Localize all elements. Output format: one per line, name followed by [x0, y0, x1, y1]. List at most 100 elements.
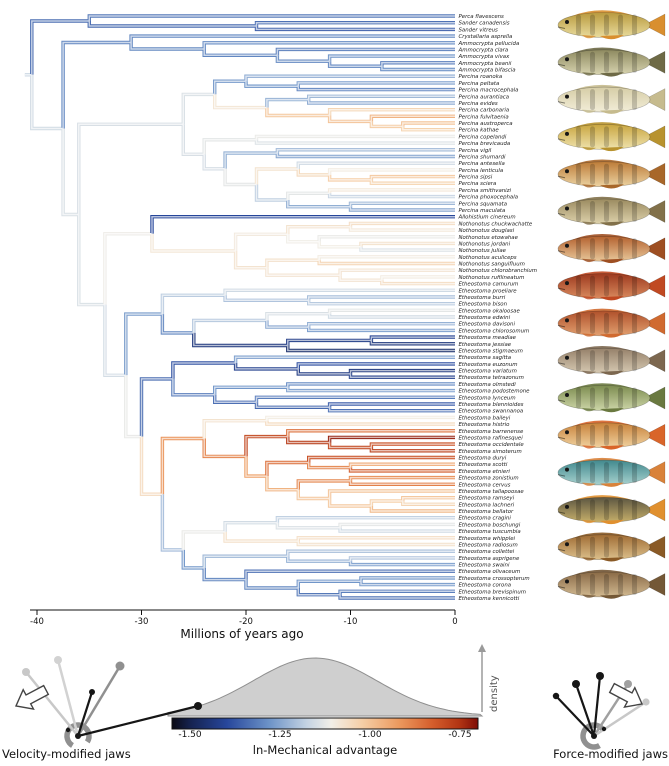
- fish-eye: [565, 131, 569, 136]
- species-label: Ammocrypta beanii: [458, 61, 512, 67]
- tree-branch: [202, 438, 246, 459]
- species-label: Nothonotus aculiceps: [459, 255, 517, 261]
- species-label: Percina shumardi: [459, 155, 507, 161]
- species-label: Etheostoma davisoni: [459, 322, 516, 328]
- species-label: Etheostoma variatum: [459, 369, 517, 375]
- species-label: Nothonotus etowahae: [459, 235, 519, 241]
- tree-branch: [244, 434, 288, 457]
- tree-branch: [254, 184, 288, 202]
- fish-photo: [557, 122, 666, 152]
- tree-branch: [275, 522, 341, 530]
- species-label: Percina fulvitaenia: [459, 114, 509, 120]
- tree-branch: [139, 377, 173, 437]
- time-axis: -40 -30 -20 -10 0: [30, 609, 458, 627]
- tree-branch: [77, 122, 184, 215]
- tree-branch: [213, 94, 267, 110]
- fish-eye: [565, 542, 569, 547]
- fish-eye: [565, 579, 569, 584]
- tree-branch: [233, 363, 299, 371]
- species-label: Percina aurantiaca: [459, 94, 510, 100]
- species-label: Percina antesella: [459, 161, 505, 167]
- fish-photo: [557, 47, 666, 77]
- species-label: Etheostoma meadiae: [459, 335, 517, 341]
- tree-branch: [129, 42, 205, 51]
- fish-photo: [557, 383, 666, 413]
- tree-branch: [160, 293, 226, 315]
- species-label: Sander canadensis: [459, 21, 510, 27]
- tree-branch: [369, 114, 455, 122]
- species-label: Etheostoma rafinesquei: [459, 435, 524, 441]
- species-label: Etheostoma edwini: [459, 315, 511, 321]
- species-label: Etheostoma swaini: [459, 563, 510, 569]
- tree-branch: [223, 151, 278, 169]
- tree-branch: [223, 521, 278, 532]
- species-label: Etheostoma etnieri: [459, 469, 511, 475]
- species-label: Etheostoma brevispinum: [459, 589, 527, 595]
- tree-branch: [124, 312, 163, 376]
- colorbar: [171, 717, 479, 730]
- tree-branch: [181, 92, 215, 125]
- fish-photo: [557, 532, 666, 562]
- time-tick-label: -30: [135, 617, 149, 627]
- species-label: Etheostoma tuscumbia: [459, 529, 521, 535]
- tree-branch: [296, 169, 330, 177]
- arrow-to-velocity-jaws: [14, 684, 50, 711]
- species-label: Percina macrocephala: [459, 88, 519, 94]
- tree-branch: [30, 74, 64, 131]
- fish-photo: [557, 457, 666, 487]
- tree-branch: [296, 579, 361, 588]
- fish-eye: [565, 355, 569, 360]
- species-label: Nothonotus chuckwachatte: [459, 221, 533, 227]
- species-label: Etheostoma asprigene: [459, 556, 520, 562]
- fish-photo: [557, 10, 666, 40]
- tree-branch: [233, 355, 455, 363]
- tree-branch: [265, 107, 330, 118]
- fish-photo-column: [557, 10, 666, 599]
- fish-eye: [565, 20, 569, 24]
- tree-branch: [286, 338, 372, 346]
- tree-branch: [181, 124, 205, 156]
- species-label: Percina maculata: [459, 208, 506, 214]
- species-label: Etheostoma bellator: [459, 509, 514, 515]
- species-label: Percina carbonaria: [459, 108, 510, 114]
- species-label: Nothonotus chlorobranchium: [459, 268, 538, 274]
- species-label: Nothonotus rufilineatum: [459, 275, 525, 281]
- species-label: Percina copelandi: [459, 134, 507, 140]
- fish-photo: [557, 345, 666, 375]
- species-label: Etheostoma tallapoosae: [459, 489, 525, 495]
- tree-branch: [202, 554, 288, 568]
- velocity-jaw-diagram: [22, 656, 202, 750]
- tree-branch: [265, 267, 341, 277]
- tree-branch: [265, 460, 309, 477]
- tree-branch: [327, 435, 455, 443]
- species-label: Etheostoma cragini: [459, 516, 512, 522]
- fish-photo: [557, 196, 666, 226]
- tree-branch: [213, 79, 246, 95]
- species-label: Ammocrypta clara: [458, 47, 509, 53]
- species-label: Etheostoma occidentale: [459, 442, 525, 448]
- tree-branch: [103, 232, 152, 305]
- tree-branch: [244, 579, 299, 590]
- fish-eye: [565, 169, 569, 174]
- tree-branch: [296, 489, 330, 501]
- species-label: Etheostoma boschungi: [459, 522, 521, 528]
- species-label: Nothonotus douglasi: [459, 228, 515, 234]
- tree-branch: [160, 494, 184, 552]
- species-label: Percina brevicauda: [459, 141, 511, 147]
- tree-branch: [61, 40, 132, 129]
- time-axis-title: Millions of years ago: [180, 627, 304, 641]
- species-label: Percina phoxocephala: [459, 195, 519, 201]
- time-tick-label: 0: [452, 617, 457, 627]
- tree-branch: [213, 385, 288, 395]
- species-label: Etheostoma tetrazonum: [459, 375, 524, 381]
- tree-branch: [124, 375, 142, 439]
- species-label: Etheostoma collettei: [459, 549, 515, 555]
- species-label: Etheostoma bison: [459, 302, 508, 308]
- fish-photo: [557, 495, 666, 525]
- tree-branch: [30, 19, 90, 75]
- species-label: Etheostoma barrenense: [459, 429, 524, 435]
- fish-photo: [557, 159, 666, 189]
